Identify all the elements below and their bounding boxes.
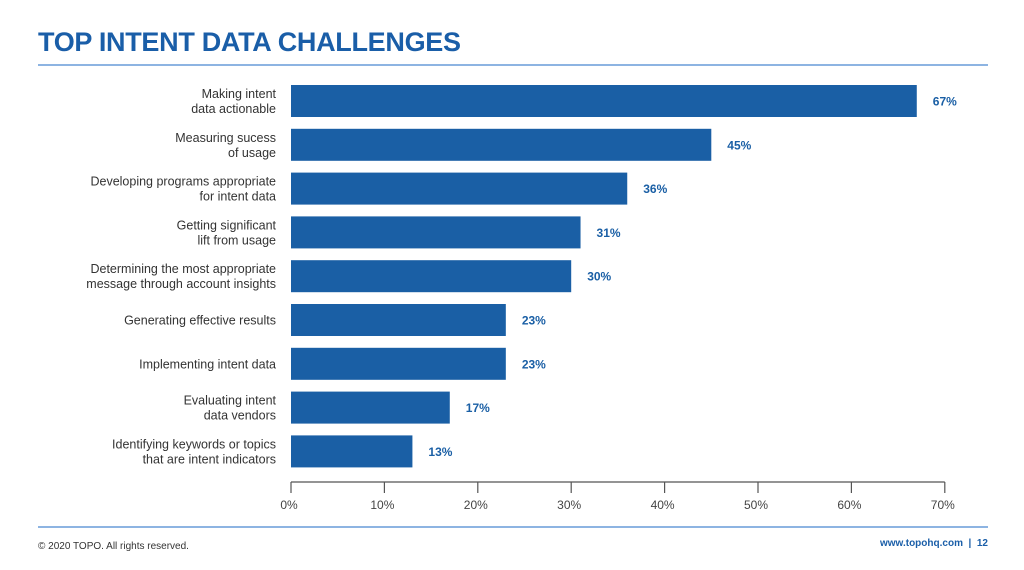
footer-divider: [38, 526, 988, 528]
bar: [291, 260, 572, 293]
bar: [291, 435, 413, 468]
site-page-number: www.topohq.com | 12: [880, 538, 988, 549]
category-label: Making intent data actionable: [191, 87, 276, 116]
category-label: Implementing intent data: [139, 357, 276, 371]
x-tick-label: 10%: [370, 498, 394, 512]
slide-title: TOP INTENT DATA CHALLENGES: [38, 27, 461, 57]
title-divider: [38, 64, 988, 66]
data-label: 13%: [428, 445, 452, 459]
bar: [291, 216, 581, 249]
category-label: Generating effective results: [124, 314, 276, 328]
data-label: 36%: [643, 182, 667, 196]
data-label: 17%: [466, 401, 490, 415]
data-label: 23%: [522, 357, 546, 371]
x-tick-label: 30%: [557, 498, 581, 512]
category-label: Measuring sucess of usage: [175, 131, 276, 160]
data-label: 67%: [933, 95, 957, 109]
category-label: Evaluating intent data vendors: [184, 394, 277, 423]
copyright: © 2020 TOPO. All rights reserved.: [38, 541, 189, 552]
x-tick-label: 60%: [837, 498, 861, 512]
category-label: Getting significant lift from usage: [177, 218, 277, 247]
bar: [291, 347, 506, 380]
x-tick-label: 0%: [280, 498, 298, 512]
bar: [291, 304, 506, 336]
x-tick-label: 20%: [464, 498, 488, 512]
x-tick-label: 70%: [931, 498, 955, 512]
bar: [291, 128, 712, 161]
data-label: 45%: [727, 138, 751, 152]
data-label: 31%: [597, 226, 621, 240]
category-label: Identifying keywords or topics that are i…: [112, 437, 276, 466]
x-tick-label: 40%: [651, 498, 675, 512]
bar: [291, 85, 917, 117]
category-label: Developing programs appropriate for inten…: [90, 175, 276, 204]
bar: [291, 172, 628, 205]
x-tick-label: 50%: [744, 498, 768, 512]
data-label: 30%: [587, 270, 611, 284]
bar: [291, 391, 450, 424]
data-label: 23%: [522, 314, 546, 328]
category-label: Determining the most appropriate message …: [86, 262, 276, 291]
